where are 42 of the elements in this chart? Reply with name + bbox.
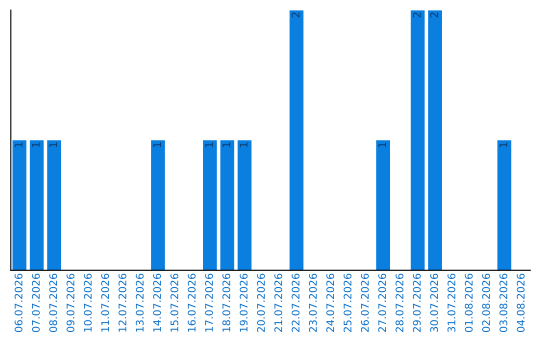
- x-tick-label: 02.08.2026: [482, 274, 490, 332]
- x-tick-label: 26.07.2026: [360, 274, 369, 332]
- x-tick-label: 28.07.2026: [396, 274, 404, 332]
- x-tick-label: 25.07.2026: [344, 274, 352, 332]
- x-tick-label: 06.07.2026: [14, 274, 22, 332]
- x-tick-label: 22.07.2026: [292, 274, 300, 332]
- x-tick-label: 11.07.2026: [101, 274, 110, 332]
- x-tick-label: 23.07.2026: [308, 274, 317, 332]
- x-tick-label: 04.08.2026: [516, 274, 525, 332]
- data-label: 1: [205, 142, 213, 148]
- data-label: 1: [49, 142, 57, 148]
- x-tick-label: 08.07.2026: [49, 274, 58, 332]
- x-tick-label: 16.07.2026: [188, 274, 196, 332]
- x-tick-label: 07.07.2026: [32, 274, 40, 332]
- data-label: 1: [153, 142, 161, 148]
- x-tick-label: 12.07.2026: [118, 274, 126, 332]
- x-tick-label: 03.08.2026: [499, 274, 508, 332]
- x-tick-label: 31.07.2026: [448, 274, 456, 332]
- x-tick-label: 17.07.2026: [205, 274, 213, 332]
- x-tick-label: 10.07.2026: [84, 274, 92, 332]
- x-tick-label: 24.07.2026: [326, 274, 334, 332]
- x-tick-label: 18.07.2026: [222, 274, 230, 332]
- data-label: 1: [222, 142, 230, 148]
- x-tick-label: 14.07.2026: [153, 274, 162, 332]
- x-tick-label: 19.07.2026: [240, 274, 248, 332]
- x-tick-label: 15.07.2026: [170, 274, 178, 332]
- x-tick-label: 29.07.2026: [412, 274, 421, 332]
- x-tick-label: 13.07.2026: [136, 274, 144, 332]
- data-label: 2: [292, 12, 300, 18]
- x-tick-label: 01.08.2026: [464, 274, 473, 332]
- x-tick-label: 27.07.2026: [378, 274, 386, 332]
- data-label: 2: [412, 12, 421, 18]
- data-label: 2: [430, 12, 438, 18]
- data-label: 1: [14, 142, 22, 148]
- x-tick-label: 30.07.2026: [430, 274, 438, 332]
- data-label: 1: [378, 142, 386, 148]
- x-tick-label: 21.07.2026: [274, 274, 282, 332]
- data-label: 1: [240, 142, 248, 148]
- x-tick-label: 20.07.2026: [257, 274, 265, 332]
- data-label: 1: [500, 142, 508, 148]
- data-label: 1: [32, 142, 40, 148]
- x-tick-label: 09.07.2026: [66, 274, 74, 332]
